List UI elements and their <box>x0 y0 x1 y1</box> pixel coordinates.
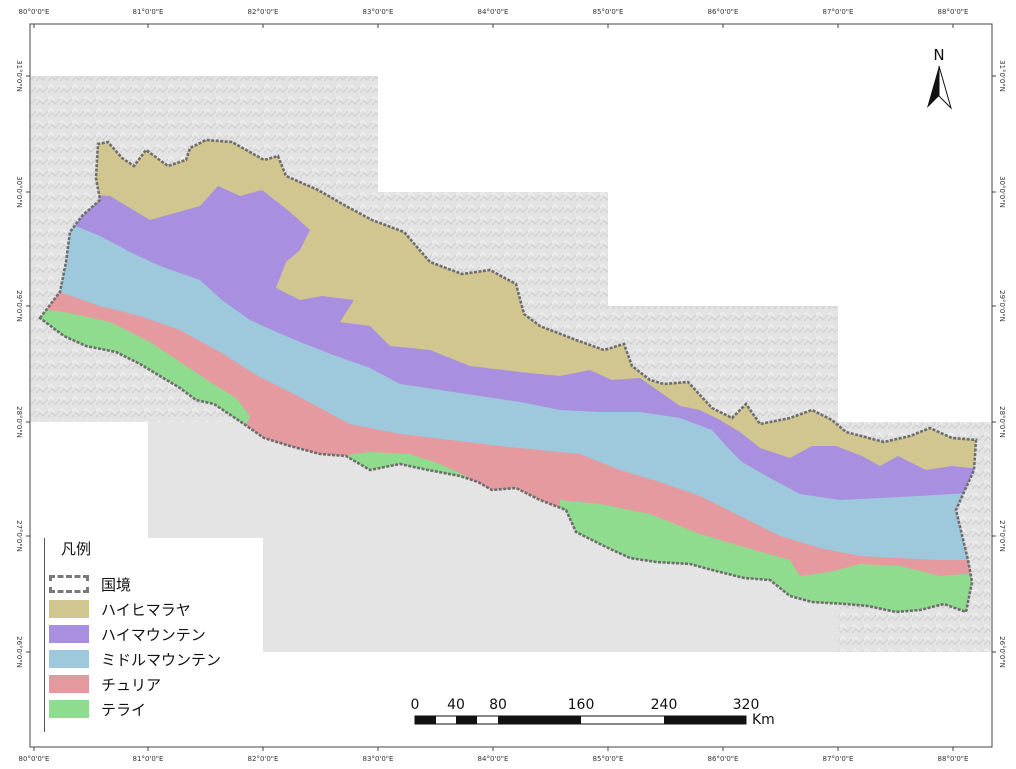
churia-swatch <box>49 675 89 693</box>
legend-item-churia: チュリア <box>49 674 161 694</box>
legend-title: 凡例 <box>61 540 92 558</box>
lon-tick-label: 86°0'0"E <box>708 755 739 763</box>
legend-label: ミドルマウンテン <box>101 650 222 669</box>
graticule-labels: 80°0'0"E 80°0'0"E 81°0'0"E 81°0'0"E 82°0'0"E… <box>15 8 1006 763</box>
lon-tick-label: 88°0'0"E <box>938 755 969 763</box>
lat-tick-label: 27°0'0"N <box>15 520 23 552</box>
scale-label: 240 <box>651 697 678 713</box>
legend-label: ハイマウンテン <box>101 625 206 644</box>
scale-label: 40 <box>447 697 465 713</box>
lon-tick-label: 86°0'0"E <box>708 8 739 16</box>
lon-tick-label: 81°0'0"E <box>133 755 164 763</box>
lat-tick-label: 28°0'0"N <box>998 406 1006 438</box>
lon-tick-label: 84°0'0"E <box>478 8 509 16</box>
lat-tick-label: 27°0'0"N <box>998 520 1006 552</box>
scale-bar: 0 40 80 160 240 320 Km <box>411 697 775 728</box>
lon-tick-label: 88°0'0"E <box>938 8 969 16</box>
lat-tick-label: 26°0'0"N <box>15 636 23 668</box>
lat-tick-label: 28°0'0"N <box>15 406 23 438</box>
lat-tick-label: 29°0'0"N <box>15 290 23 322</box>
lon-tick-label: 80°0'0"E <box>19 8 50 16</box>
legend: 凡例 国境 ハイヒマラヤ ハイマウンテン ミドルマウンテン チュリア テライ <box>44 538 263 732</box>
lon-tick-label: 85°0'0"E <box>593 8 624 16</box>
lat-tick-label: 31°0'0"N <box>998 60 1006 92</box>
lon-tick-label: 81°0'0"E <box>133 8 164 16</box>
legend-label: ハイヒマラヤ <box>101 600 191 619</box>
lat-tick-label: 29°0'0"N <box>998 290 1006 322</box>
lon-tick-label: 82°0'0"E <box>248 755 279 763</box>
high-mountain-swatch <box>49 625 89 643</box>
lon-tick-label: 83°0'0"E <box>363 755 394 763</box>
scale-label: 80 <box>489 697 507 713</box>
lon-tick-label: 82°0'0"E <box>248 8 279 16</box>
legend-label: 国境 <box>101 575 132 594</box>
legend-item-terai: テライ <box>49 699 146 719</box>
region-terai-east <box>560 500 976 612</box>
lon-tick-label: 80°0'0"E <box>19 755 50 763</box>
high-himalaya-swatch <box>49 600 89 618</box>
lat-tick-label: 30°0'0"N <box>15 176 23 208</box>
scale-label: 160 <box>568 697 595 713</box>
north-label: N <box>933 46 944 64</box>
lon-tick-label: 85°0'0"E <box>593 755 624 763</box>
lon-tick-label: 87°0'0"E <box>823 755 854 763</box>
middle-mountain-swatch <box>49 650 89 668</box>
scale-unit: Km <box>752 712 775 728</box>
scale-label: 320 <box>733 697 760 713</box>
legend-item-high-himalaya: ハイヒマラヤ <box>49 599 191 619</box>
north-arrow-icon: N <box>927 46 953 110</box>
border-swatch <box>49 575 89 593</box>
lat-tick-label: 26°0'0"N <box>998 636 1006 668</box>
lat-tick-label: 31°0'0"N <box>15 60 23 92</box>
legend-item-high-mountain: ハイマウンテン <box>49 624 206 644</box>
lon-tick-label: 84°0'0"E <box>478 755 509 763</box>
legend-item-middle-mountain: ミドルマウンテン <box>49 649 221 669</box>
legend-label: チュリア <box>101 675 162 694</box>
lon-tick-label: 87°0'0"E <box>823 8 854 16</box>
terai-swatch <box>49 700 89 718</box>
legend-item-border: 国境 <box>49 574 131 594</box>
scale-label: 0 <box>411 697 420 713</box>
legend-label: テライ <box>101 700 147 719</box>
lat-tick-label: 30°0'0"N <box>998 176 1006 208</box>
lon-tick-label: 83°0'0"E <box>363 8 394 16</box>
